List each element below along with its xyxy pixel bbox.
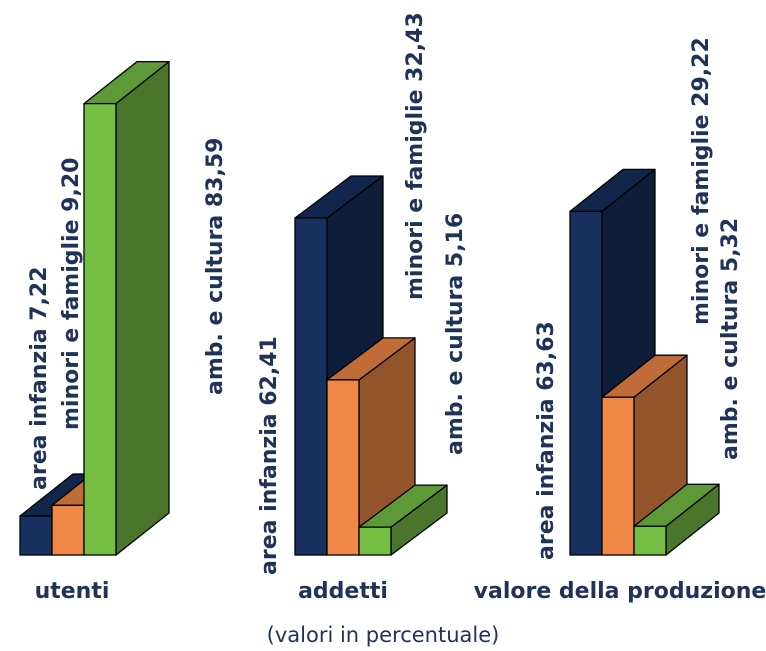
bar-area-infanzia-1 [294,217,328,556]
bar-amb-cultura-1 [358,526,392,556]
bar-area-infanzia-0 [19,515,53,556]
bar-minori-famiglie-1 [326,379,360,556]
category-label-0: utenti [35,579,110,604]
category-label-1: addetti [298,579,388,604]
chart-note: (valori in percentuale) [266,623,500,647]
bar-minori-famiglie-0 [51,504,85,556]
value-label-area-infanzia-2: area infanzia 63,63 [534,321,559,560]
value-label-minori-famiglie-1: minori e famiglie 32,43 [403,12,428,300]
value-label-area-infanzia-1: area infanzia 62,41 [257,336,282,575]
value-label-area-infanzia-0: area infanzia 7,22 [27,266,52,490]
value-label-amb-cultura-0: amb. e cultura 83,59 [203,138,228,395]
bar-amb-cultura-2 [633,525,667,556]
bar-amb-cultura-0 [83,102,117,556]
bar-minori-famiglie-2 [601,396,635,556]
value-label-amb-cultura-1: amb. e cultura 5,16 [443,213,468,455]
value-label-amb-cultura-2: amb. e cultura 5,32 [718,218,743,460]
bar-amb-cultura-0-side [115,60,170,556]
category-label-2: valore della produzione [474,579,766,604]
value-label-minori-famiglie-2: minori e famiglie 29,22 [689,37,714,325]
value-label-minori-famiglie-0: minori e famiglie 9,20 [59,158,84,430]
bar-area-infanzia-2 [569,210,603,556]
